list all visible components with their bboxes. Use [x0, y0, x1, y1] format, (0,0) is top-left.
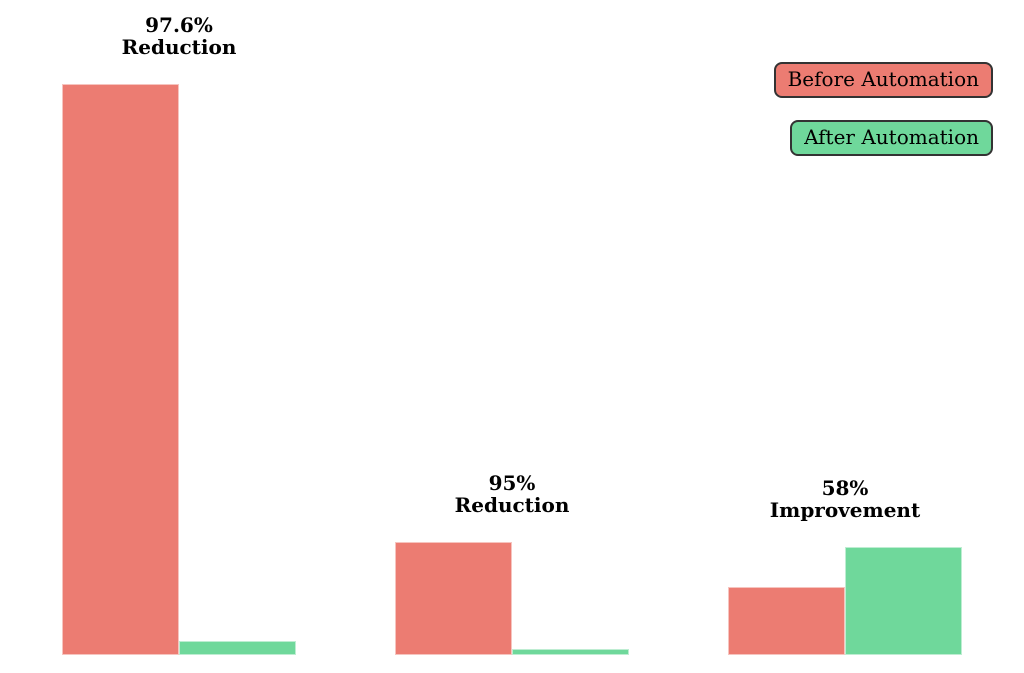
bar-before-automation-2 — [395, 541, 512, 655]
annotation-label: Reduction — [454, 492, 570, 517]
bar-after-automation-3 — [845, 547, 962, 655]
annotation-group-2: 95% Reduction — [455, 472, 570, 516]
legend-item-after-automation: After Automation — [790, 120, 993, 156]
annotation-value: 58% — [821, 476, 869, 501]
annotation-value: 97.6% — [145, 13, 213, 37]
annotation-group-1: 97.6% Reduction — [122, 14, 237, 58]
annotation-label: Improvement — [769, 498, 921, 523]
annotation-group-3: 58% Improvement — [770, 477, 920, 521]
annotation-value: 95% — [488, 470, 536, 495]
legend-item-before-automation: Before Automation — [773, 62, 993, 98]
bar-after-automation-2 — [512, 649, 629, 655]
annotation-label: Reduction — [121, 35, 237, 59]
bar-before-automation-3 — [728, 587, 845, 655]
bar-after-automation-1 — [179, 641, 296, 655]
bar-before-automation-1 — [62, 84, 179, 655]
